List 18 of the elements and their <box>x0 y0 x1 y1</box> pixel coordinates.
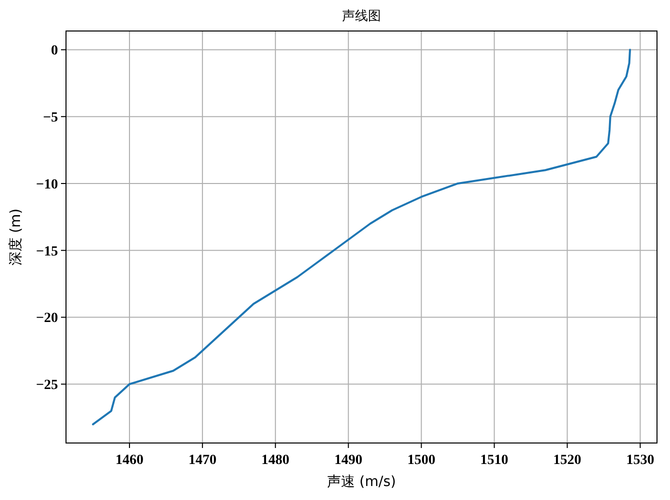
y-tick-label: 0 <box>51 44 58 59</box>
x-tick-label: 1500 <box>407 453 436 468</box>
y-axis-title: 深度 (m) <box>8 208 24 266</box>
x-tick-label: 1460 <box>115 453 144 468</box>
y-tick-label: −20 <box>36 311 58 326</box>
x-tick-label: 1490 <box>334 453 362 468</box>
x-tick-label: 1510 <box>480 453 508 468</box>
y-tick-label: −15 <box>36 244 58 260</box>
x-axis-title: 声速 (m/s) <box>326 474 396 490</box>
x-tick-label: 1530 <box>626 453 654 468</box>
x-tick-label: 1520 <box>553 453 582 468</box>
x-tick-label: 1480 <box>261 453 290 468</box>
y-tick-label: −5 <box>43 110 58 126</box>
y-tick-label: −25 <box>36 378 58 394</box>
chart-title: 声线图 <box>342 9 381 24</box>
line-series <box>92 48 632 426</box>
x-tick-label: 1470 <box>188 453 216 468</box>
y-tick-label: −10 <box>36 177 58 192</box>
